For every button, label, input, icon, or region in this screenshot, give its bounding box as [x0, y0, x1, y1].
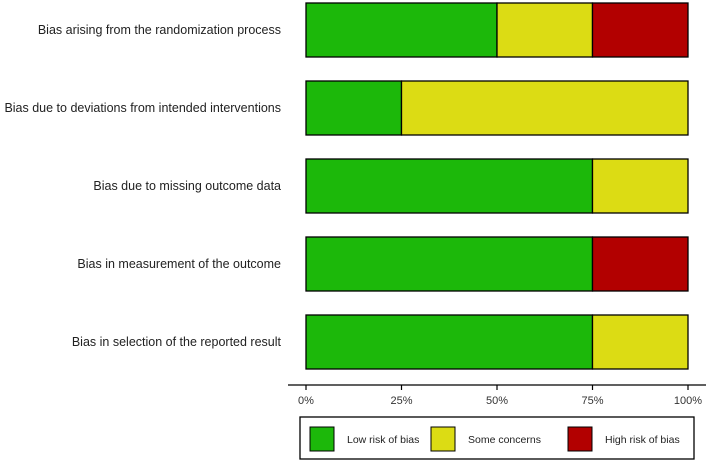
- category-label-5: Bias in selection of the reported result: [72, 335, 282, 349]
- bar-segment-1-high-risk-of-bias: [591, 2, 689, 58]
- legend-label-low-risk-of-bias: Low risk of bias: [347, 434, 419, 446]
- category-label-3: Bias due to missing outcome data: [93, 179, 281, 193]
- category-label-4: Bias in measurement of the outcome: [77, 257, 281, 271]
- legend-box: [299, 416, 695, 460]
- legend-swatch-high-risk-of-bias: [567, 426, 593, 452]
- x-tick-label-1: 0%: [298, 395, 314, 407]
- bars-group: [305, 2, 689, 370]
- category-labels: Bias arising from the randomization proc…: [4, 23, 281, 349]
- bar-segment-5-some-concerns: [591, 314, 689, 370]
- bar-segment-4-high-risk-of-bias: [591, 236, 689, 292]
- bar-segment-5-low-risk-of-bias: [305, 314, 594, 370]
- x-axis: 0% 25% 50% 75% 100%: [288, 384, 706, 407]
- x-tick-label-4: 75%: [581, 395, 603, 407]
- category-label-1: Bias arising from the randomization proc…: [38, 23, 281, 37]
- bar-segment-1-some-concerns: [496, 2, 594, 58]
- x-tick-label-5: 100%: [674, 395, 702, 407]
- x-tick-label-2: 25%: [390, 395, 412, 407]
- legend-swatch-low-risk-of-bias: [309, 426, 335, 452]
- legend-label-high-risk-of-bias: High risk of bias: [605, 434, 680, 446]
- legend-label-some-concerns: Some concerns: [468, 434, 541, 446]
- legend: Low risk of bias Some concerns High risk o…: [299, 416, 695, 460]
- bar-segment-1-low-risk-of-bias: [305, 2, 498, 58]
- bar-segment-3-some-concerns: [591, 158, 689, 214]
- legend-swatch-some-concerns: [430, 426, 456, 452]
- bar-segment-2-low-risk-of-bias: [305, 80, 403, 136]
- category-label-2: Bias due to deviations from intended int…: [4, 101, 281, 115]
- bar-segment-4-low-risk-of-bias: [305, 236, 594, 292]
- x-tick-label-3: 50%: [486, 395, 508, 407]
- bar-segment-2-some-concerns: [400, 80, 689, 136]
- bar-segment-3-low-risk-of-bias: [305, 158, 594, 214]
